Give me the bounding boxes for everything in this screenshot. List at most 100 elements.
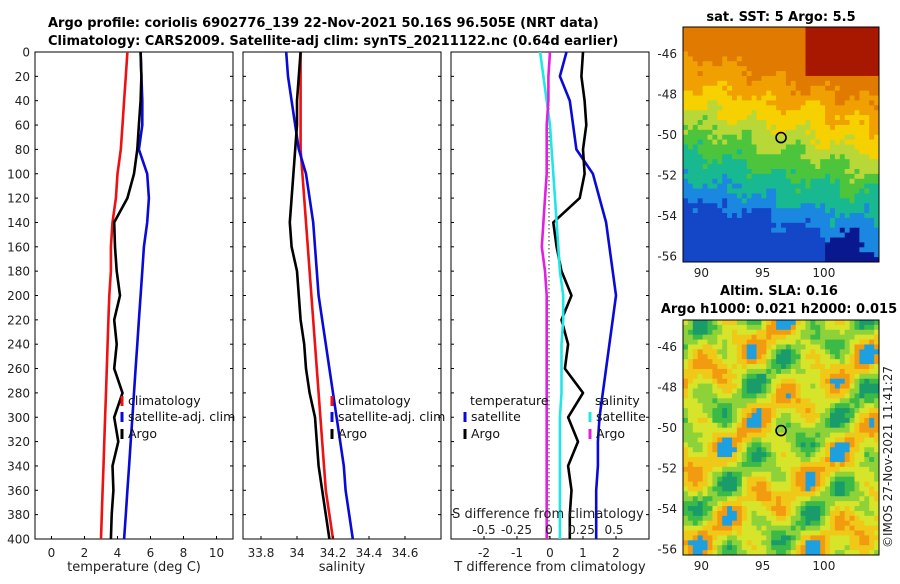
map-cell (800, 344, 806, 350)
map-cell (776, 329, 782, 336)
map-cell (815, 373, 821, 380)
map-cell (844, 457, 850, 463)
map-cell (785, 149, 792, 155)
map-cell (697, 168, 703, 175)
map-cell (756, 198, 762, 204)
map-cell (722, 506, 728, 512)
map-cell (771, 134, 777, 141)
map-cell (687, 378, 694, 385)
map-cell (746, 535, 752, 541)
map-cell (874, 491, 879, 497)
map-cell (785, 164, 792, 170)
map-cell (859, 368, 865, 375)
map-cell (849, 173, 855, 180)
map-cell (707, 80, 713, 87)
map-cell (771, 80, 777, 87)
map-cell (702, 491, 708, 497)
map-cell (844, 61, 850, 67)
map-cell (820, 457, 826, 463)
map-cell (692, 85, 699, 92)
map-cell (830, 27, 836, 33)
map-cell (830, 364, 836, 370)
map-cell (810, 61, 816, 67)
map-cell (805, 388, 811, 394)
map-cell (859, 124, 865, 131)
map-cell (810, 354, 816, 360)
map-cell (766, 413, 772, 419)
map-cell (687, 237, 694, 243)
map-cell (687, 31, 694, 38)
map-cell (717, 354, 723, 360)
map-cell (732, 491, 738, 497)
map-cell (751, 85, 757, 92)
map-cell (874, 324, 879, 331)
map-cell (751, 457, 757, 463)
map-cell (702, 481, 708, 487)
map-cell (722, 432, 728, 438)
map-cell (790, 496, 797, 502)
map-cell (687, 61, 694, 67)
map-cell (815, 457, 821, 463)
map-cell (697, 139, 703, 145)
map-cell (702, 324, 708, 331)
map-cell (830, 144, 836, 150)
map-cell (771, 452, 777, 458)
map-cell (874, 510, 879, 517)
map-cell (741, 398, 748, 404)
map-cell (776, 90, 782, 96)
map-cell (869, 413, 875, 419)
map-cell (859, 344, 865, 350)
map-cell (825, 447, 831, 453)
map-cell (815, 320, 821, 326)
map-cell (830, 481, 836, 487)
map-cell (683, 75, 689, 82)
map-cell (844, 71, 850, 77)
map-cell (722, 368, 728, 375)
map-cell (732, 51, 738, 57)
map-cell (854, 217, 860, 224)
map-cell (844, 320, 850, 326)
map-cell (864, 247, 870, 253)
map-cell (687, 427, 694, 434)
map-cell (810, 134, 816, 141)
map-cell (815, 388, 821, 394)
map-cell (785, 324, 792, 331)
map-cell (825, 252, 831, 258)
map-cell (874, 80, 879, 87)
map-cell (746, 188, 752, 194)
map-cell (761, 100, 767, 106)
map-cell (815, 75, 821, 82)
map-cell (741, 413, 748, 419)
map-cell (795, 398, 801, 404)
map-cell (869, 427, 875, 434)
map-cell (830, 515, 836, 522)
map-cell (697, 124, 703, 131)
map-cell (712, 213, 718, 219)
temperature-xtick-label: 2 (81, 546, 89, 560)
map-cell (795, 447, 801, 453)
map-cell (766, 461, 772, 468)
map-cell (844, 252, 850, 258)
map-cell (859, 496, 865, 502)
map-cell (736, 447, 743, 453)
map-cell (766, 481, 772, 487)
map-cell (722, 257, 728, 262)
map-cell (805, 320, 811, 326)
map-cell (702, 413, 708, 419)
map-cell (825, 110, 831, 116)
map-cell (727, 486, 733, 492)
map-cell (820, 46, 826, 52)
map-cell (761, 217, 767, 224)
map-cell (722, 46, 728, 52)
map-cell (756, 491, 762, 497)
map-cell (697, 105, 703, 111)
map-cell (854, 129, 860, 136)
map-cell (795, 66, 801, 72)
map-cell (727, 27, 733, 33)
map-cell (805, 354, 811, 360)
map-cell (859, 100, 865, 106)
map-cell (844, 393, 850, 399)
map-cell (702, 168, 708, 175)
map-cell (751, 476, 757, 482)
map-cell (839, 432, 846, 438)
